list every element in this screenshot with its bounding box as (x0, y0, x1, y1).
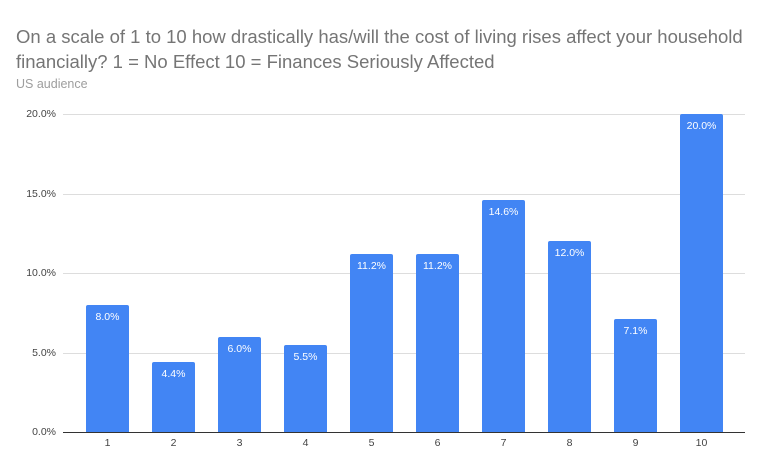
bar-7[interactable]: 14.6% (482, 199, 525, 432)
bar-data-label: 11.2% (423, 259, 452, 272)
bar-6[interactable]: 11.2% (416, 253, 459, 432)
bar-data-label: 11.2% (357, 259, 386, 272)
gridline (63, 352, 745, 354)
plot-area: 0.0% 5.0% 10.0% 15.0% 20.0% 8.0% 1 4.4% 2 6.0% 3 5.… (26, 108, 745, 449)
x-tick-label: 2 (170, 437, 177, 449)
x-tick-label: 3 (236, 437, 243, 449)
bar-data-label: 5.5% (293, 350, 318, 363)
bar-10[interactable]: 20.0% (680, 114, 723, 432)
bar-5[interactable]: 11.2% (350, 253, 393, 432)
x-tick-label: 5 (368, 437, 375, 449)
chart-title: On a scale of 1 to 10 how drastically ha… (16, 26, 743, 72)
y-tick-label: 5.0% (32, 346, 56, 359)
bar-data-label: 4.4% (161, 368, 186, 381)
x-tick-label: 4 (302, 437, 309, 449)
bar-4[interactable]: 5.5% (284, 344, 327, 432)
x-tick-label: 1 (104, 437, 111, 449)
bar-9[interactable]: 7.1% (614, 319, 657, 432)
bar-data-label: 7.1% (623, 325, 648, 338)
x-tick-label: 9 (632, 437, 639, 449)
gridline (63, 273, 745, 274)
bar-data-label: 20.0% (686, 120, 717, 132)
gridline (63, 193, 745, 195)
gridline (63, 114, 745, 115)
x-tick-label: 10 (695, 437, 708, 449)
bar-data-label: 8.0% (95, 310, 120, 323)
bar-data-label: 14.6% (488, 205, 519, 218)
x-tick-label: 6 (434, 437, 441, 449)
chart-subtitle: US audience (16, 77, 88, 91)
x-tick-label: 7 (500, 437, 507, 449)
y-tick-label: 15.0% (26, 187, 56, 200)
bar-data-label: 12.0% (554, 247, 585, 260)
bar-2[interactable]: 4.4% (152, 362, 195, 432)
y-tick-label: 0.0% (32, 426, 56, 438)
bar-3[interactable]: 6.0% (218, 336, 261, 432)
bar-1[interactable]: 8.0% (86, 304, 129, 432)
x-tick-label: 8 (566, 437, 573, 449)
y-tick-label: 10.0% (26, 267, 56, 279)
x-axis-line (63, 432, 745, 433)
bar-data-label: 6.0% (227, 342, 252, 355)
y-tick-label: 20.0% (26, 108, 56, 120)
bar-8[interactable]: 12.0% (548, 241, 591, 432)
